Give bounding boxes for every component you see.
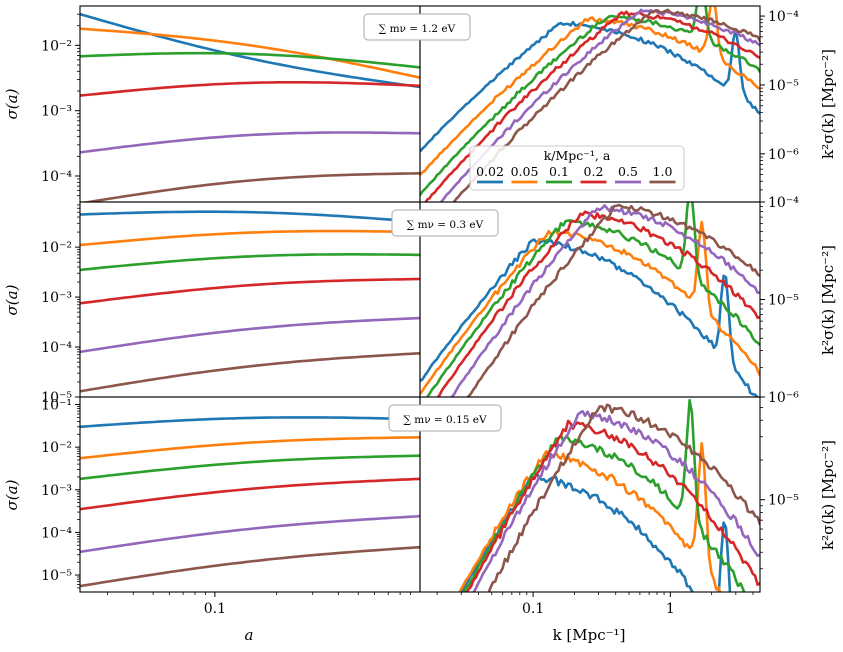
right-series-0.1-row-3 [462,398,746,592]
right-series-0.5-row-1 [439,8,760,202]
left-ytick-label: 10⁻⁵ [41,390,72,406]
legend-box [469,145,685,191]
right-panel-row-3 [458,398,760,592]
left-series-0.02-row-2 [80,210,420,224]
left-series-0.1-row-2 [80,253,420,272]
ticks-layer: 10⁻² 10⁻³ 10⁻⁴ 10⁻⁴ 10⁻⁵ 10⁻⁶ 10⁻² 10⁻³ 10⁻⁴ 10⁻⁵… [41,9,799,617]
right-panel-row-2 [420,202,760,397]
left-series-0.2-row-3 [80,477,420,511]
y-axis-label-row-3: σ(a) [3,479,21,510]
right-series-0.2-row-3 [465,419,760,592]
left-series-1.0-row-1 [81,172,420,202]
right-series-1.0-row-2 [466,203,760,397]
right-series-0.02-row-1 [420,20,760,153]
left-series-0.05-row-3 [80,436,420,460]
right-ytick-label: 10⁻⁵ [768,293,799,309]
left-series-0.05-row-2 [80,229,420,247]
left-series-1.0-row-2 [80,352,420,393]
right-ytick-label: 10⁻⁵ [768,78,799,94]
left-ytick-label: 10⁻² [41,440,72,456]
left-xtick-label: 0.1 [204,601,226,617]
left-series-0.5-row-3 [80,514,420,554]
y2-axis-label-row-1: k²σ(k) [Mpc⁻²] [819,49,837,159]
left-ytick-label: 10⁻³ [41,104,72,120]
legend-entry-1.0: 1.0 [653,164,673,179]
right-series-1.0-row-1 [452,8,760,202]
left-series-0.02-row-3 [80,416,420,429]
left-series-0.2-row-2 [80,277,420,305]
legend-entry-0.02: 0.02 [476,164,504,179]
annotation-text: ∑ mν = 1.2 eV [379,23,456,35]
y2-axis-label-row-2: k²σ(k) [Mpc⁻²] [819,245,837,355]
legend-entry-0.1: 0.1 [549,164,569,179]
x-axis-label-left: a [245,626,254,644]
y-axis-label-row-1: σ(a) [3,88,21,119]
left-series-0.2-row-1 [80,81,420,97]
left-ytick-label: 10⁻² [41,240,72,256]
legend-entry-0.5: 0.5 [618,164,638,179]
left-ytick-label: 10⁻⁴ [41,169,72,185]
left-series-1.0-row-3 [80,545,420,588]
frames-layer [79,5,761,593]
legend-entry-0.2: 0.2 [584,164,604,179]
left-series-0.1-row-1 [80,51,420,69]
left-series-0.5-row-1 [80,131,420,154]
right-series-0.2-row-2 [436,210,760,397]
legend-entry-0.05: 0.05 [511,164,539,179]
right-series-0.5-row-3 [472,410,760,592]
right-axes-frame-row-3 [419,396,761,593]
right-series-0.5-row-2 [450,204,760,397]
right-series-0.02-row-2 [420,238,759,397]
left-panel-row-3 [80,416,420,588]
right-ytick-label: 10⁻⁴ [768,195,799,211]
left-ytick-label: 10⁻⁴ [41,340,72,356]
curves-layer [80,6,760,592]
left-ytick-label: 10⁻⁵ [41,568,72,584]
right-series-0.02-row-3 [460,472,732,592]
left-ytick-label: 10⁻³ [41,483,72,499]
legend: k/Mpc⁻¹, a 0.02 0.05 0.1 0.2 0.5 1.0 [469,145,685,191]
right-series-0.1-row-1 [420,6,760,197]
y2-axis-label-row-3: k²σ(k) [Mpc⁻²] [819,440,837,550]
left-series-0.02-row-1 [80,12,420,89]
left-panel-row-1 [80,12,420,202]
right-ytick-label: 10⁻⁵ [768,493,799,509]
right-xtick-label: 1 [666,601,675,617]
annotation-mnu-row-2: ∑ mν = 0.3 eV [391,209,499,237]
annotations-layer: ∑ mν = 1.2 eV ∑ mν = 0.3 eV ∑ mν = 0.15 eV [363,13,502,432]
x-axis-label-right: k [Mpc⁻¹] [553,626,626,644]
left-series-0.5-row-2 [80,316,420,354]
right-series-0.1-row-2 [425,202,760,397]
right-ytick-label: 10⁻⁶ [768,147,799,163]
right-ytick-label: 10⁻⁶ [768,390,799,406]
annotation-text: ∑ mν = 0.3 eV [407,219,484,231]
right-ytick-label: 10⁻⁴ [768,9,799,25]
left-ytick-label: 10⁻⁴ [41,525,72,541]
right-xtick-label: 0.1 [522,601,544,617]
right-series-0.05-row-1 [420,6,760,177]
left-series-0.05-row-1 [80,27,420,79]
left-panel-row-2 [80,210,420,393]
left-ytick-label: 10⁻³ [41,290,72,306]
left-ytick-label: 10⁻¹ [41,398,72,414]
annotation-mnu-row-3: ∑ mν = 0.15 eV [388,404,502,432]
y-axis-label-row-2: σ(a) [3,284,21,315]
left-ytick-label: 10⁻² [41,38,72,54]
right-panel-row-1 [420,6,760,202]
left-series-0.1-row-3 [80,454,420,481]
annotation-mnu-row-1: ∑ mν = 1.2 eV [363,13,471,41]
right-series-1.0-row-3 [487,403,760,592]
legend-title: k/Mpc⁻¹, a [544,148,611,163]
annotation-text: ∑ mν = 0.15 eV [403,414,487,426]
right-series-0.05-row-3 [458,442,722,592]
